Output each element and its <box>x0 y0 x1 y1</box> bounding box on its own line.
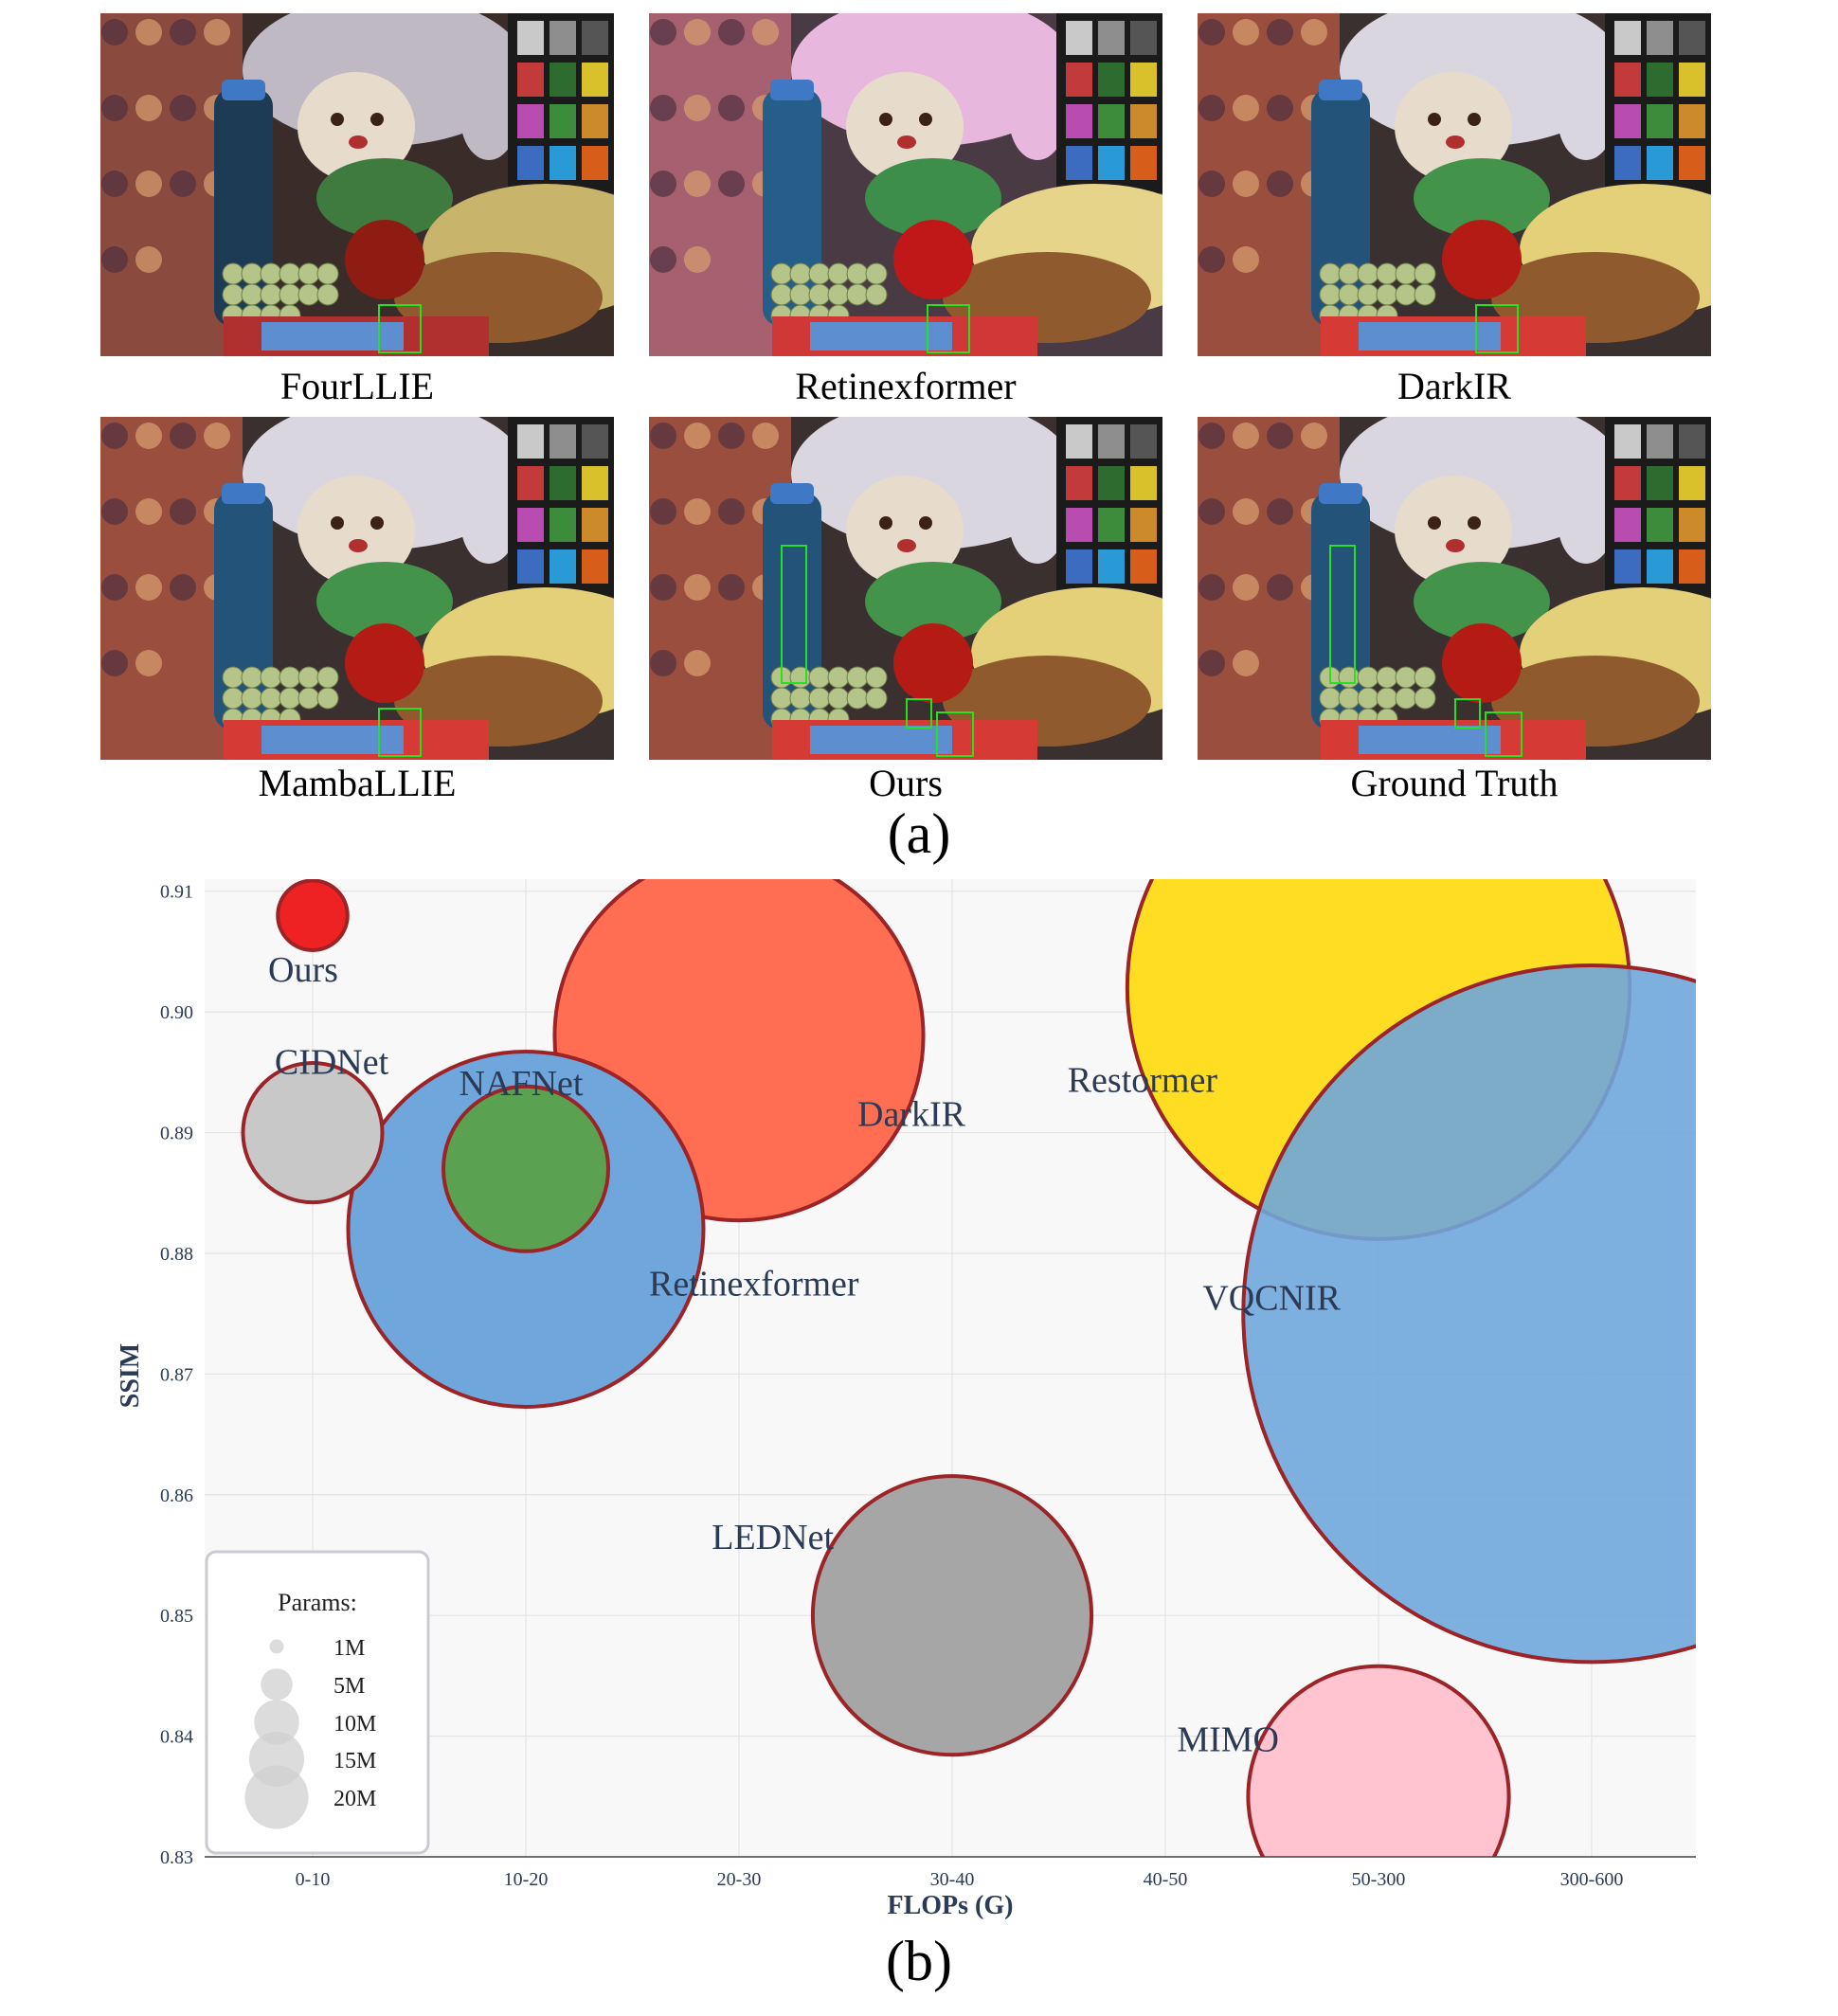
x-tick-label: 300-600 <box>1560 1869 1624 1890</box>
legend-size-marker <box>261 1668 293 1701</box>
x-tick-label: 0-10 <box>296 1869 331 1890</box>
legend-title: Params: <box>278 1589 357 1616</box>
legend-entry-label: 10M <box>333 1712 376 1737</box>
bubble-label: DarkIR <box>857 1095 966 1135</box>
bubble-nafnet <box>441 1084 611 1253</box>
y-tick-label: 0.84 <box>160 1727 193 1748</box>
x-axis-label: FLOPs (G) <box>888 1891 1014 1920</box>
bubble-label: NAFNet <box>460 1064 584 1104</box>
x-tick-label: 20-30 <box>717 1869 762 1890</box>
legend-size-marker <box>244 1765 309 1829</box>
bubble-label: Ours <box>268 950 338 990</box>
sample-image <box>1198 417 1711 760</box>
x-tick-label: 50-300 <box>1352 1869 1406 1890</box>
image-caption: FourLLIE <box>279 365 435 407</box>
bubble-cidnet <box>241 1061 385 1205</box>
legend-entry-label: 1M <box>333 1636 365 1661</box>
sample-image <box>1198 13 1711 356</box>
sample-image <box>649 417 1162 760</box>
bubbles <box>241 879 1696 1857</box>
bubble-label: VQCNIR <box>1202 1279 1341 1319</box>
y-tick-label: 0.83 <box>160 1847 193 1868</box>
bubble-lednet <box>810 1474 1094 1757</box>
legend-entry-label: 20M <box>333 1787 376 1811</box>
bubble-chart: Ours CIDNet Retinexformer NAFNet DarkIR LEDNe… <box>116 879 1696 1920</box>
x-tick-label: 40-50 <box>1144 1869 1188 1890</box>
y-tick-labels: 0.83 0.84 0.85 0.86 0.87 0.88 0.89 0.90 0.91 <box>160 882 193 1868</box>
bubble-label: LEDNet <box>712 1518 834 1557</box>
bubble-label: Retinexformer <box>649 1264 859 1304</box>
y-tick-label: 0.90 <box>160 1002 193 1023</box>
legend-size-marker <box>254 1700 299 1745</box>
y-tick-label: 0.86 <box>160 1485 193 1506</box>
bubble-vqcnir <box>1241 963 1696 1665</box>
x-tick-label: 10-20 <box>504 1869 549 1890</box>
bubble-ours <box>276 879 350 952</box>
y-tick-label: 0.89 <box>160 1124 193 1144</box>
y-tick-label: 0.91 <box>160 882 193 903</box>
bubble-mimo <box>1246 1664 1511 1857</box>
image-caption: Ours <box>869 762 943 804</box>
legend: Params: 1M 5M 10M 15M 20M <box>205 1550 430 1855</box>
sample-image <box>100 13 614 356</box>
sample-image <box>649 13 1162 356</box>
bubble-label: Restormer <box>1068 1061 1218 1101</box>
x-tick-label: 30-40 <box>930 1869 975 1890</box>
sample-image <box>100 417 614 760</box>
panel-a-label: (a) <box>887 802 951 865</box>
image-caption: DarkIR <box>1397 365 1511 407</box>
legend-entry-label: 15M <box>333 1749 376 1773</box>
legend-entry-label: 5M <box>333 1674 365 1699</box>
y-axis-label: SSIM <box>116 1343 145 1408</box>
y-tick-label: 0.87 <box>160 1364 193 1385</box>
x-tick-labels: 0-10 10-20 20-30 30-40 40-50 50-300 300-600 <box>296 1869 1624 1890</box>
image-caption: Ground Truth <box>1350 762 1559 804</box>
y-tick-label: 0.85 <box>160 1606 193 1627</box>
bubble-label: CIDNet <box>275 1043 389 1083</box>
image-caption: Retinexformer <box>795 365 1017 407</box>
legend-size-marker <box>269 1639 284 1654</box>
panel-b-label: (b) <box>886 1930 952 1992</box>
bubble-label: MIMO <box>1177 1719 1279 1759</box>
bubble-labels: Ours CIDNet Retinexformer NAFNet DarkIR LEDNe… <box>268 950 1342 1759</box>
y-tick-label: 0.88 <box>160 1244 193 1265</box>
image-caption: MambaLLIE <box>258 762 457 804</box>
